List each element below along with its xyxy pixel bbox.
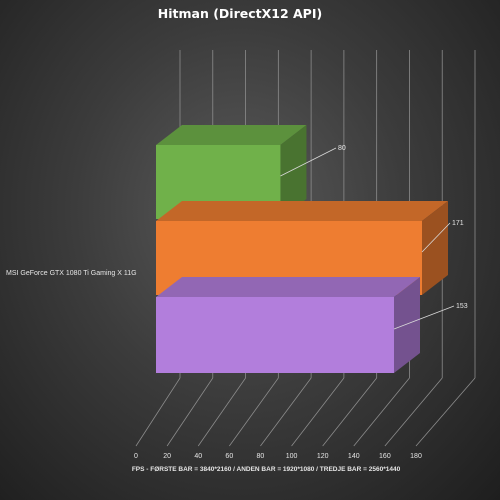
x-tick-label: 80 [257,453,265,460]
chart-title: Hitman (DirectX12 API) [158,6,322,21]
floor-gridline [260,377,312,447]
data-label: 171 [452,220,464,227]
x-tick-label: 60 [225,453,233,460]
x-tick-label: 140 [348,453,360,460]
floor-gridline [166,377,214,447]
x-tick-label: 180 [410,453,422,460]
bar-top-face [156,201,448,221]
floor-gridline [197,377,246,447]
data-label-leader [393,305,455,330]
x-tick-label: 0 [134,453,138,460]
x-tick-label: 160 [379,453,391,460]
x-axis-tick-labels: 0 20 40 60 80 100 120 140 160 180 [134,453,422,460]
bar-side-face [280,125,307,219]
data-label-leader [421,222,451,253]
bar-group [156,125,448,373]
bar-side-face [394,277,420,373]
x-tick-label: 20 [163,453,171,460]
category-label: MSI GeForce GTX 1080 Ti Gaming X 11G [6,270,137,277]
data-label-leaders [280,147,455,330]
data-labels: 80 171 153 [338,145,468,310]
bar-top-face [156,125,307,145]
x-axis-title: FPS - FØRSTE BAR = 3840*2160 / ANDEN BAR… [132,466,401,473]
x-tick-label: 40 [194,453,202,460]
floor-gridline [415,377,476,447]
chart-floor [135,377,476,447]
x-tick-label: 120 [317,453,329,460]
floor-gridline [135,377,181,447]
floor-gridline [291,377,345,447]
bar-front-face [156,297,394,373]
bar-top-face [156,277,420,297]
floor-gridline [229,377,279,447]
x-tick-label: 100 [286,453,298,460]
bar-series-3 [156,277,420,373]
bar-side-face [422,201,448,295]
floor-gridline [322,377,377,447]
data-label-leader [280,147,337,177]
floor-gridline [384,377,443,447]
data-label: 153 [456,303,468,310]
data-label: 80 [338,145,346,152]
floor-gridline [353,377,410,447]
